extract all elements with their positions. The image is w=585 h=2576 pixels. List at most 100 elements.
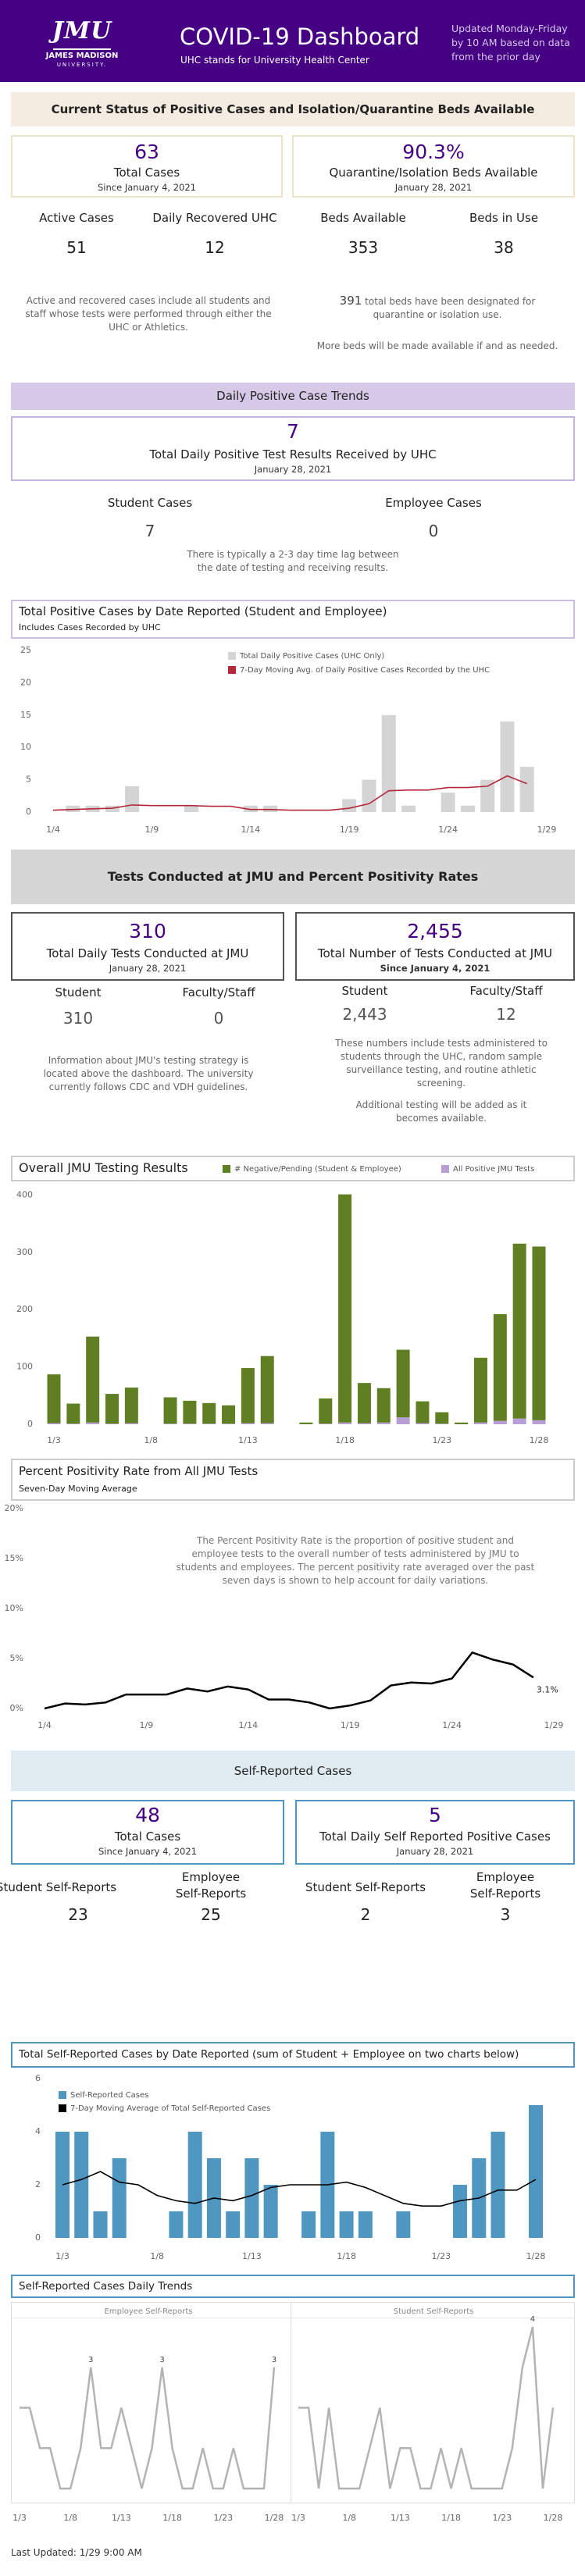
stat-label: Employee Self-Reports — [175, 1870, 247, 1901]
y-tick-label: 0 — [26, 807, 31, 817]
legend-label: All Positive JMU Tests — [453, 1165, 534, 1174]
stat-value: 0 — [428, 522, 439, 540]
stat-value: 38 — [494, 238, 514, 257]
bar — [338, 1422, 352, 1424]
bar — [244, 2158, 259, 2238]
bar — [86, 1336, 100, 1423]
bar — [396, 1349, 410, 1418]
stat-label: Beds Available — [320, 211, 406, 225]
bar — [66, 1423, 80, 1424]
bar — [376, 1388, 391, 1423]
line — [298, 2326, 555, 2490]
x-tick-label: 1/8 — [342, 2513, 356, 2523]
card — [295, 1800, 575, 1865]
y-tick-label: 100 — [16, 1362, 33, 1372]
bar — [338, 1194, 352, 1423]
beds-total: 391 — [339, 294, 362, 308]
footer: Last Updated: 1/29 9:00 AM — [11, 2547, 142, 2558]
y-tick-label: 5% — [10, 1653, 23, 1663]
y-tick-label: 15 — [20, 710, 31, 720]
stat-value: 2,443 — [342, 1005, 387, 1024]
chart-title: Self-Reported Cases Daily Trends — [19, 2280, 193, 2293]
x-tick-label: 1/9 — [145, 825, 159, 835]
beds-note-block: 391 total beds have been designated for … — [320, 294, 555, 322]
card — [11, 1800, 284, 1865]
bar — [124, 1423, 138, 1424]
card — [292, 135, 575, 198]
bar — [66, 805, 80, 812]
x-tick-label: 1/3 — [12, 2513, 27, 2523]
bar — [319, 1423, 333, 1424]
update-note: Updated Monday-Friday by 10 AM based on … — [451, 23, 570, 62]
x-tick-label: 1/23 — [213, 2513, 233, 2523]
note: Information about JMU's testing strategy… — [43, 1055, 254, 1092]
chart-title: Total Positive Cases by Date Reported (S… — [19, 604, 387, 618]
x-tick-label: 1/24 — [438, 825, 458, 835]
bar — [396, 1417, 410, 1424]
card-date: Since January 4, 2021 — [98, 1846, 197, 1857]
stat-label: Employee Self-Reports — [469, 1870, 541, 1901]
bar — [532, 1246, 546, 1420]
bar — [490, 2132, 505, 2238]
x-tick-label: 1/19 — [341, 1720, 360, 1730]
chart-title-box — [11, 1459, 575, 1501]
bar — [435, 1412, 449, 1424]
legend-swatch — [59, 2091, 66, 2099]
x-tick-label: 1/18 — [441, 2513, 461, 2523]
bar — [500, 721, 515, 812]
y-tick-label: 5 — [26, 775, 31, 785]
legend-swatch — [441, 1165, 449, 1173]
note: There is typically a 2-3 day time lag be… — [187, 549, 399, 573]
bar — [529, 2105, 543, 2238]
bar — [455, 1422, 469, 1424]
card-date: Since January 4, 2021 — [380, 963, 490, 974]
page-title: COVID-19 Dashboard — [180, 23, 420, 50]
stat-value: 353 — [348, 238, 379, 257]
chart-title-box — [11, 1156, 575, 1181]
bar — [66, 1403, 80, 1424]
x-tick-label: 1/28 — [526, 2251, 546, 2261]
stat-label: Student — [55, 985, 102, 999]
x-tick-label: 1/28 — [265, 2513, 284, 2523]
value-label: 4 — [530, 2315, 535, 2324]
x-tick-label: 1/8 — [63, 2513, 77, 2523]
y-tick-label: 0 — [27, 1419, 33, 1429]
card-date: January 28, 2021 — [394, 182, 473, 193]
card-date: January 28, 2021 — [254, 464, 332, 475]
chart-subtitle: Seven-Day Moving Average — [19, 1484, 137, 1494]
stat-value: 310 — [62, 1009, 94, 1028]
panel-title: Student Self-Reports — [394, 2307, 474, 2316]
bar — [381, 714, 396, 812]
bar — [441, 793, 455, 812]
card-value: 310 — [129, 920, 166, 942]
bar — [512, 1418, 526, 1424]
chart: 0 2 4 6 1/3 1/8 1/13 1/18 1/23 1/28 Self-Reported … — [35, 2073, 546, 2261]
bar — [376, 1422, 391, 1424]
card-label: Total Daily Tests Conducted at JMU — [46, 946, 249, 960]
x-tick-label: 1/13 — [112, 2513, 131, 2523]
bar — [435, 1423, 449, 1424]
bar — [493, 1420, 507, 1424]
bar — [396, 2211, 411, 2238]
bar — [86, 1422, 100, 1424]
bar — [299, 1422, 313, 1424]
line — [62, 2171, 537, 2207]
bar — [183, 1400, 197, 1424]
bar — [358, 2211, 373, 2238]
stat-value: 23 — [68, 1905, 88, 1924]
card-value: 2,455 — [407, 920, 463, 942]
bar — [263, 805, 278, 812]
panel-title: Employee Self-Reports — [105, 2307, 193, 2316]
card-value: 48 — [135, 1804, 160, 1826]
panel-frame — [11, 2302, 575, 2503]
bar — [416, 1423, 430, 1424]
bar — [187, 2132, 202, 2238]
x-tick-label: 1/3 — [291, 2513, 305, 2523]
bar — [460, 805, 475, 812]
stat-label: Student Self-Reports — [0, 1880, 117, 1894]
note: These numbers include tests administered… — [335, 1038, 548, 1088]
beds-more: More beds will be made available if and … — [316, 340, 558, 351]
value-label: 3 — [159, 2356, 164, 2364]
stat-label: Student — [341, 984, 388, 998]
